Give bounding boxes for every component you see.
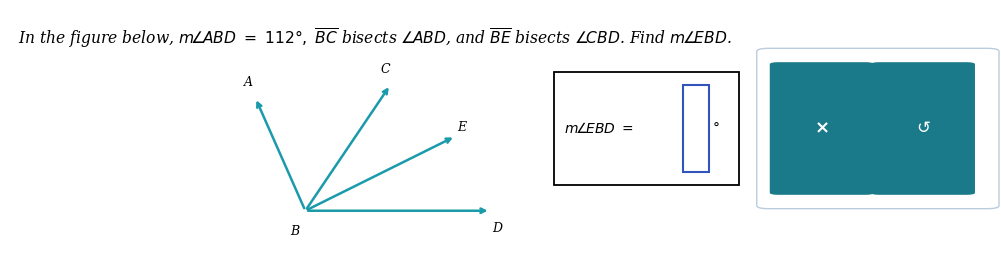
Text: In the figure below, $m\!\angle\!ABD\ =\ 112°,\ \overline{BC}$ bisects $\angle\!: In the figure below, $m\!\angle\!ABD\ =\… <box>18 26 732 50</box>
FancyBboxPatch shape <box>757 48 999 209</box>
Text: ×: × <box>814 120 830 137</box>
Text: A: A <box>244 76 252 89</box>
Text: D: D <box>492 222 503 235</box>
FancyBboxPatch shape <box>871 62 975 195</box>
FancyBboxPatch shape <box>554 72 739 185</box>
Text: ↺: ↺ <box>916 120 930 137</box>
FancyBboxPatch shape <box>770 62 874 195</box>
FancyBboxPatch shape <box>683 85 709 172</box>
Text: C: C <box>380 63 390 76</box>
Text: °: ° <box>713 122 720 135</box>
Text: $m\!\angle\!EBD\ =\ $: $m\!\angle\!EBD\ =\ $ <box>564 121 634 136</box>
Text: B: B <box>289 225 299 238</box>
Text: E: E <box>456 121 466 134</box>
